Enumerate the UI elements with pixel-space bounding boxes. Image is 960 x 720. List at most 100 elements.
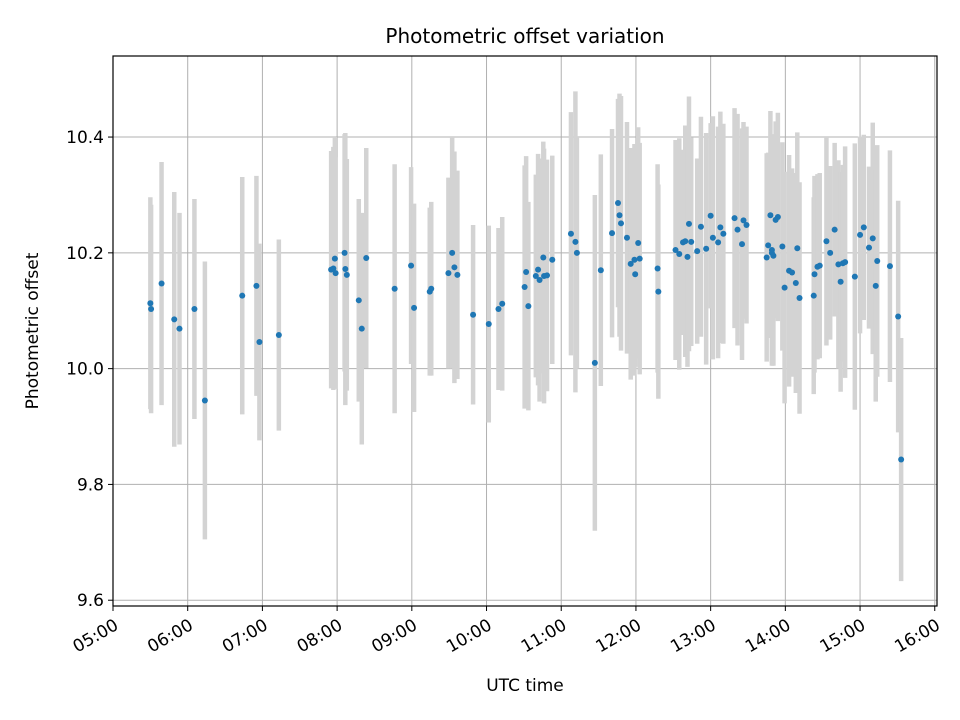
data-point: [239, 292, 246, 299]
data-point: [823, 238, 830, 245]
data-point: [343, 271, 350, 278]
data-point: [654, 265, 661, 272]
data-point: [794, 245, 801, 252]
data-point: [837, 278, 844, 285]
data-point: [720, 230, 727, 237]
data-point: [866, 244, 873, 251]
data-point: [256, 339, 263, 345]
data-point: [779, 243, 786, 250]
data-point: [597, 267, 604, 274]
data-point: [781, 284, 788, 291]
data-point: [540, 254, 547, 261]
data-point: [201, 397, 208, 404]
data-point: [332, 270, 339, 277]
data-point: [731, 215, 738, 222]
data-point: [734, 226, 741, 233]
data-point: [697, 223, 704, 230]
data-point: [739, 241, 746, 248]
data-point: [763, 254, 770, 261]
data-point: [176, 325, 183, 332]
data-point: [898, 456, 905, 463]
data-point: [627, 260, 634, 267]
data-point: [842, 259, 849, 266]
data-point: [331, 255, 338, 262]
data-point: [391, 285, 398, 292]
data-points: [147, 200, 905, 463]
data-point: [816, 262, 823, 269]
data-point: [636, 255, 643, 262]
y-axis-title: Photometric offset: [23, 252, 43, 409]
plot-frame: [112, 55, 938, 607]
data-point: [831, 226, 838, 233]
data-point: [767, 212, 774, 219]
data-point: [572, 238, 579, 245]
data-point: [835, 261, 842, 268]
data-point: [330, 265, 337, 272]
data-point: [770, 252, 777, 259]
data-point: [428, 285, 435, 292]
data-point: [408, 262, 415, 269]
data-point: [874, 257, 881, 264]
data-point: [688, 238, 695, 245]
y-tick-label: 10.4: [66, 128, 104, 148]
chart-title: Photometric offset variation: [385, 24, 664, 48]
data-point: [707, 212, 714, 219]
data-point: [694, 248, 701, 255]
y-tick-label: 10.2: [66, 244, 104, 264]
data-point: [685, 220, 692, 227]
data-point: [535, 266, 542, 273]
data-point: [743, 222, 750, 229]
data-point: [544, 272, 551, 279]
data-point: [485, 321, 492, 328]
data-point: [342, 266, 349, 273]
data-point: [740, 217, 747, 224]
data-point: [851, 273, 858, 280]
data-point: [499, 300, 506, 307]
data-point: [616, 212, 623, 219]
data-point: [341, 249, 348, 256]
data-point: [617, 220, 624, 227]
data-point: [363, 255, 370, 262]
data-point: [148, 306, 155, 312]
data-point: [857, 231, 864, 238]
data-point: [567, 230, 574, 237]
data-point: [549, 256, 556, 263]
data-point: [171, 316, 178, 323]
data-point: [191, 306, 198, 312]
data-point: [872, 282, 879, 289]
data-point: [709, 234, 716, 241]
data-point: [523, 268, 530, 275]
data-point: [470, 311, 477, 318]
data-point: [635, 240, 642, 246]
data-point: [623, 234, 630, 241]
data-point: [765, 242, 772, 249]
data-point: [792, 279, 799, 286]
data-point: [715, 239, 722, 246]
data-point: [411, 304, 418, 311]
data-point: [811, 271, 818, 278]
data-point: [703, 245, 710, 252]
data-point: [774, 213, 781, 220]
data-point: [860, 224, 867, 231]
y-axis: 9.6 9.8 10.0 10.2 10.4: [66, 128, 113, 611]
data-point: [449, 249, 456, 256]
y-tick-label: 9.6: [77, 591, 104, 611]
y-tick-label: 10.0: [66, 360, 104, 380]
data-point: [536, 277, 543, 284]
data-point: [253, 282, 260, 289]
data-point: [521, 284, 528, 290]
data-point: [632, 271, 639, 278]
data-point: [655, 288, 662, 295]
data-point: [495, 306, 502, 312]
data-point: [810, 292, 817, 299]
data-point: [672, 246, 679, 253]
data-point: [895, 313, 902, 320]
data-point: [717, 224, 724, 231]
data-point: [358, 325, 365, 332]
data-point: [827, 249, 834, 256]
data-point: [886, 263, 893, 270]
data-point: [684, 253, 691, 260]
data-point: [789, 269, 796, 276]
